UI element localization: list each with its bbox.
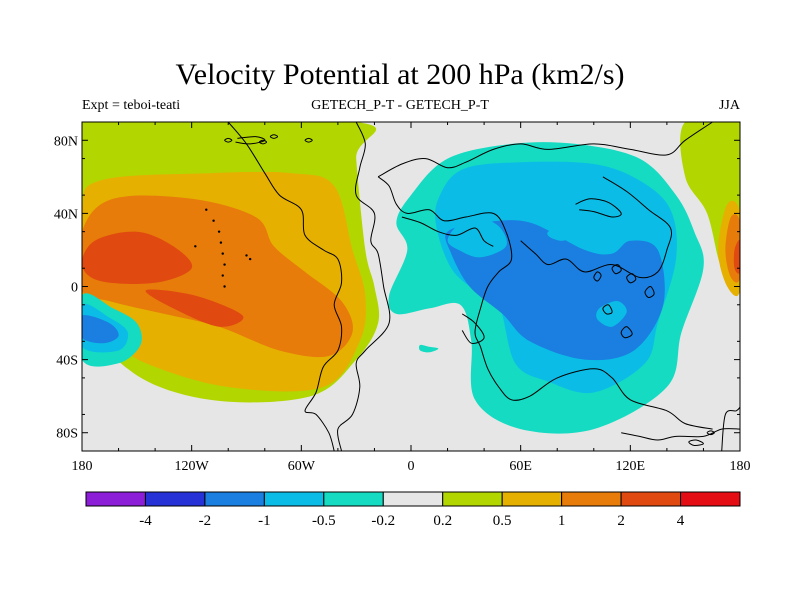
coastline xyxy=(337,122,391,451)
colorbar-label: -2 xyxy=(199,513,212,529)
contour-region xyxy=(447,217,507,258)
island-outline xyxy=(611,264,622,275)
colorbar-label: 2 xyxy=(617,513,625,529)
coastline xyxy=(461,313,485,344)
chart-title: Velocity Potential at 200 hPa (km2/s) xyxy=(175,58,625,91)
x-tick-label: 180 xyxy=(72,459,93,474)
coastline xyxy=(377,122,713,178)
coastline xyxy=(227,122,343,451)
y-tick-label: 80S xyxy=(56,427,78,442)
island-outline xyxy=(258,139,268,145)
island-outline xyxy=(593,271,602,282)
island-outline xyxy=(706,430,715,436)
colorbar-swatch xyxy=(442,491,503,507)
colorbar-swatch xyxy=(204,491,265,507)
island-dot xyxy=(223,285,226,288)
y-tick-label: 40N xyxy=(54,207,78,222)
contour-region xyxy=(82,231,193,285)
colorbar-swatch xyxy=(501,491,563,507)
y-tick-label: 80N xyxy=(54,134,78,149)
island-outline xyxy=(626,273,637,284)
x-tick-label: 60E xyxy=(509,459,532,474)
colorbar-label: -0.5 xyxy=(312,513,336,529)
island-dot xyxy=(248,257,252,261)
coastline xyxy=(575,198,622,218)
island-dot xyxy=(194,245,197,248)
coastline xyxy=(401,216,494,247)
colorbar-label: 0.5 xyxy=(493,513,512,529)
island-outline xyxy=(602,304,613,315)
colorbar-swatch xyxy=(382,491,444,507)
x-tick-label: 120E xyxy=(616,459,646,474)
island-outline xyxy=(620,326,633,339)
island-dot xyxy=(223,263,226,266)
island-dot xyxy=(212,219,215,222)
center-string: GETECH_P-T - GETECH_P-T xyxy=(311,98,489,113)
colorbar-swatch xyxy=(263,491,325,507)
colorbar-swatch xyxy=(620,491,682,507)
y-tick-label: 40S xyxy=(56,354,78,369)
colorbar-label: 4 xyxy=(677,513,685,529)
island-outline xyxy=(224,137,233,143)
colorbar-swatch xyxy=(85,491,146,507)
coastline xyxy=(520,176,673,279)
colorbar-swatch xyxy=(323,491,384,507)
island-dot xyxy=(205,208,208,211)
island-dot xyxy=(221,252,224,255)
island-dot xyxy=(217,230,221,233)
x-tick-label: 120W xyxy=(175,459,210,474)
colorbar-label: -1 xyxy=(258,513,271,529)
island-outline xyxy=(644,286,655,299)
colorbar-swatch xyxy=(680,491,741,507)
contour-region xyxy=(82,315,119,344)
island-dot xyxy=(221,274,224,277)
colorbar-label: 1 xyxy=(558,513,566,529)
contour-region xyxy=(145,289,244,327)
island-outline xyxy=(269,134,279,139)
island-outline xyxy=(688,439,704,447)
left-string: Expt = teboi-teati xyxy=(82,98,181,113)
contour-region xyxy=(418,344,439,353)
colorbar-label: -0.2 xyxy=(371,513,395,529)
coastline xyxy=(721,406,740,451)
y-tick-label: 0 xyxy=(71,281,78,296)
x-tick-label: 0 xyxy=(408,459,415,474)
island-dot xyxy=(245,254,248,257)
right-string: JJA xyxy=(718,98,740,113)
colorbar-swatch xyxy=(561,491,622,507)
x-tick-label: 180 xyxy=(730,459,751,474)
coastline xyxy=(621,428,740,441)
contour-region xyxy=(547,227,572,241)
island-dot xyxy=(219,241,223,244)
island-outline xyxy=(304,137,313,143)
colorbar-label: 0.2 xyxy=(433,513,452,529)
colorbar-swatch xyxy=(144,491,206,507)
colorbar-label: -4 xyxy=(139,513,152,529)
coastline xyxy=(377,176,713,430)
x-tick-label: 60W xyxy=(288,459,316,474)
contour-region xyxy=(733,239,740,274)
